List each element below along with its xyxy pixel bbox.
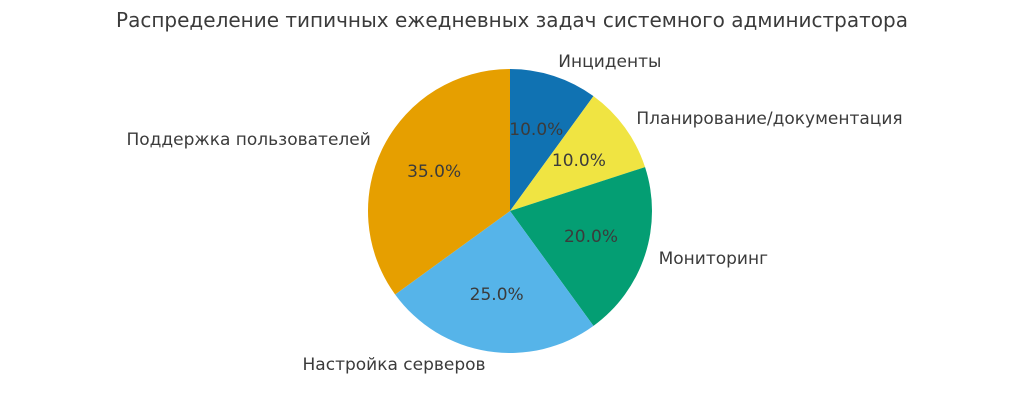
pie-slice <box>510 69 594 211</box>
pie-slice <box>367 68 510 295</box>
pie-slice <box>510 167 653 326</box>
chart-title: Распределение типичных ежедневных задач … <box>116 8 908 32</box>
pie-slice <box>395 211 594 354</box>
pie-slice <box>510 96 646 211</box>
